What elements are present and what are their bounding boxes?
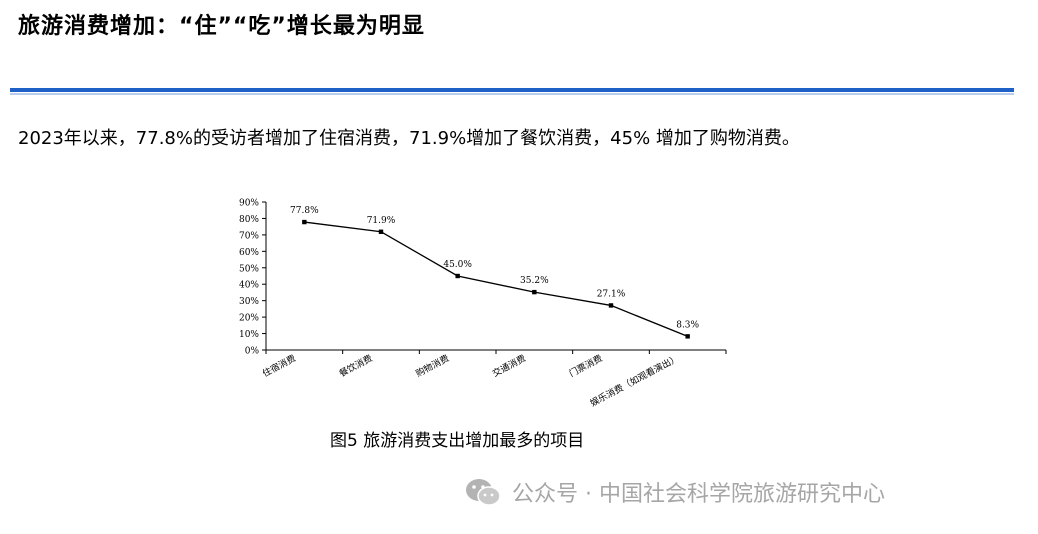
watermark: 公众号 · 中国社会科学院旅游研究中心 xyxy=(464,476,885,508)
data-label: 45.0% xyxy=(443,260,472,270)
data-label: 71.9% xyxy=(367,216,396,226)
data-label: 27.1% xyxy=(597,289,626,299)
data-label: 8.3% xyxy=(676,320,699,330)
y-tick-label: 0% xyxy=(245,347,260,357)
data-point xyxy=(532,289,537,295)
data-point xyxy=(685,334,690,339)
data-label: 35.2% xyxy=(520,276,549,286)
data-point xyxy=(455,273,460,279)
y-tick-label: 20% xyxy=(239,314,259,324)
x-tick-label: 门票消费 xyxy=(567,352,604,380)
watermark-text: 公众号 · 中国社会科学院旅游研究中心 xyxy=(512,482,885,507)
data-point xyxy=(378,229,384,234)
page-title: 旅游消费增加：“住”“吃”增长最为明显 xyxy=(18,14,425,39)
y-tick-label: 30% xyxy=(239,297,259,307)
y-tick-label: 70% xyxy=(239,231,259,241)
x-tick-label: 餐饮消费 xyxy=(337,352,374,380)
figure-caption: 图5 旅游消费支出增加最多的项目 xyxy=(330,431,585,451)
y-tick-label: 80% xyxy=(239,215,259,225)
x-tick-label: 住宿消费 xyxy=(260,352,297,380)
data-label: 77.8% xyxy=(290,206,319,216)
title-divider-shadow xyxy=(10,93,1014,95)
data-point xyxy=(302,219,307,225)
y-tick-label: 40% xyxy=(239,281,259,291)
data-point xyxy=(608,303,614,308)
x-tick-label: 购物消费 xyxy=(414,352,451,380)
y-tick-label: 60% xyxy=(239,248,259,258)
series-line xyxy=(304,221,688,337)
summary-text: 2023年以来，77.8%的受访者增加了住宿消费，71.9%增加了餐饮消费，45… xyxy=(18,128,800,149)
wechat-icon xyxy=(466,479,501,506)
y-tick-label: 10% xyxy=(239,330,259,340)
x-tick-label: 交通消费 xyxy=(490,352,527,380)
title-divider xyxy=(10,88,1014,92)
y-tick-label: 90% xyxy=(239,199,259,209)
y-tick-label: 50% xyxy=(239,264,259,274)
